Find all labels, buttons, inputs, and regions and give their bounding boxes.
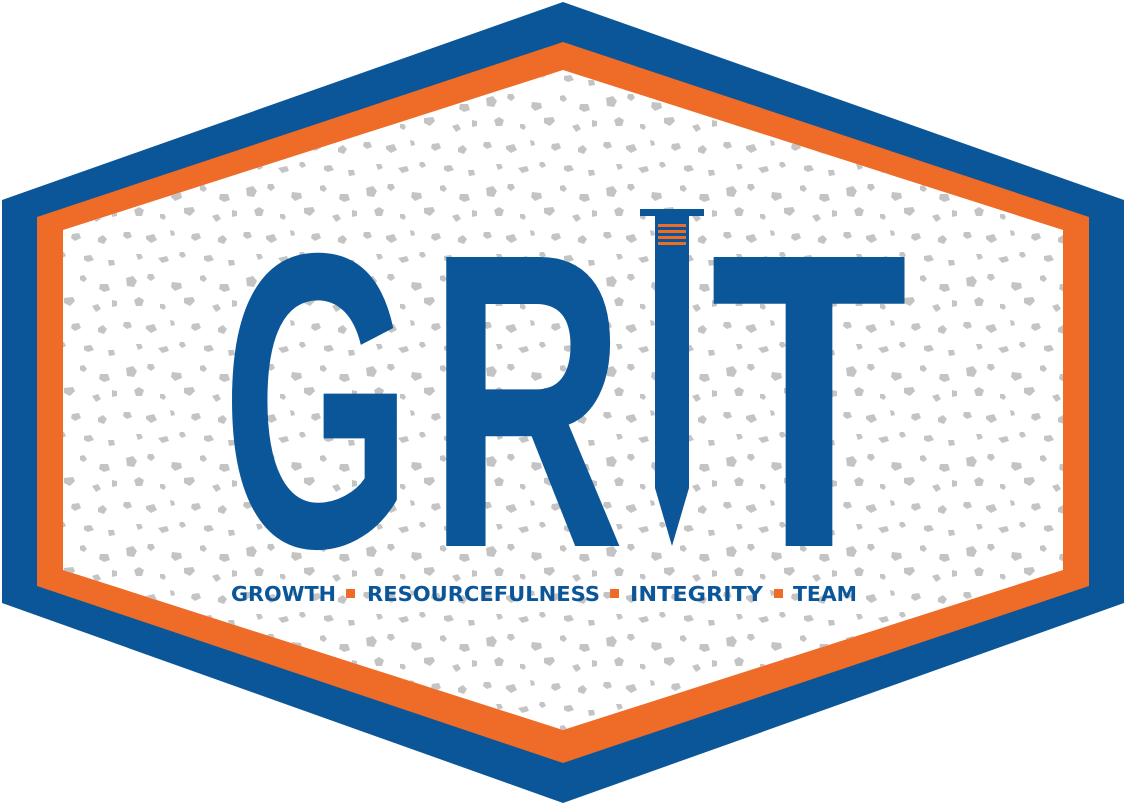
tagline-team: TEAM [793, 582, 857, 606]
wordmark-letter-t: T [710, 167, 908, 636]
square-bullet-icon [610, 589, 619, 598]
wordmark-letter-g: G [222, 167, 412, 636]
tagline-resourcefulness: RESOURCEFULNESS [367, 582, 600, 606]
wordmark-letter-r: R [428, 167, 625, 636]
wordmark: G R T [222, 167, 908, 636]
tagline-growth: GROWTH [231, 582, 336, 606]
nail-icon [640, 209, 704, 546]
square-bullet-icon [346, 589, 355, 598]
tagline: GROWTH RESOURCEFULNESS INTEGRITY TEAM [231, 582, 857, 606]
square-bullet-icon [774, 589, 783, 598]
tagline-integrity: INTEGRITY [630, 582, 764, 606]
